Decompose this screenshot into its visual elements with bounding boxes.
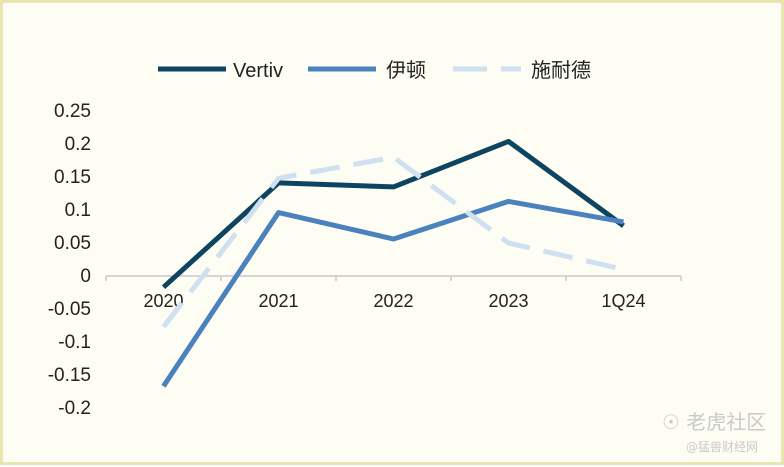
series-group (161, 138, 625, 388)
series-line-2 (161, 154, 625, 329)
y-tick-label: 0.15 (54, 167, 91, 188)
line-chart: Vertiv 伊顿 施耐德 0.25 0.2 0.15 0.1 0.05 0 -0.05 -0.1… (48, 59, 682, 419)
series-line-1 (161, 198, 624, 388)
x-tick-label: 2023 (488, 291, 528, 311)
legend-label: Vertiv (233, 60, 283, 82)
x-tick-label: 2020 (143, 291, 183, 311)
y-tick-label: 0 (80, 266, 91, 287)
x-tick-label: 2022 (373, 291, 413, 311)
y-tick-label: -0.1 (58, 332, 91, 353)
legend: Vertiv 伊顿 施耐德 (158, 59, 591, 82)
watermark-brand-text: 老虎社区 (686, 410, 767, 434)
y-tick-label: -0.15 (48, 365, 91, 386)
legend-label: 伊顿 (386, 59, 426, 82)
tiger-logo-icon: ☉ (662, 410, 680, 434)
x-axis: 2020 2021 2022 2023 1Q24 (105, 276, 682, 311)
x-tick-label: 2021 (258, 291, 298, 311)
y-tick-label: -0.2 (58, 398, 91, 419)
y-tick-label: 0.05 (54, 233, 91, 254)
y-tick-label: 0.1 (65, 200, 91, 221)
y-tick-label: 0.2 (65, 134, 91, 155)
series-line-0 (161, 138, 625, 290)
legend-label: 施耐德 (531, 59, 591, 82)
y-axis: 0.25 0.2 0.15 0.1 0.05 0 -0.05 -0.1 -0.15 -0.2 (48, 101, 91, 419)
watermark-sub: @猛兽财经网 (686, 440, 759, 454)
y-tick-label: -0.05 (48, 299, 91, 320)
watermark-brand: ☉ 老虎社区 (662, 406, 766, 435)
x-tick-label: 1Q24 (601, 291, 645, 311)
y-tick-label: 0.25 (54, 101, 91, 122)
